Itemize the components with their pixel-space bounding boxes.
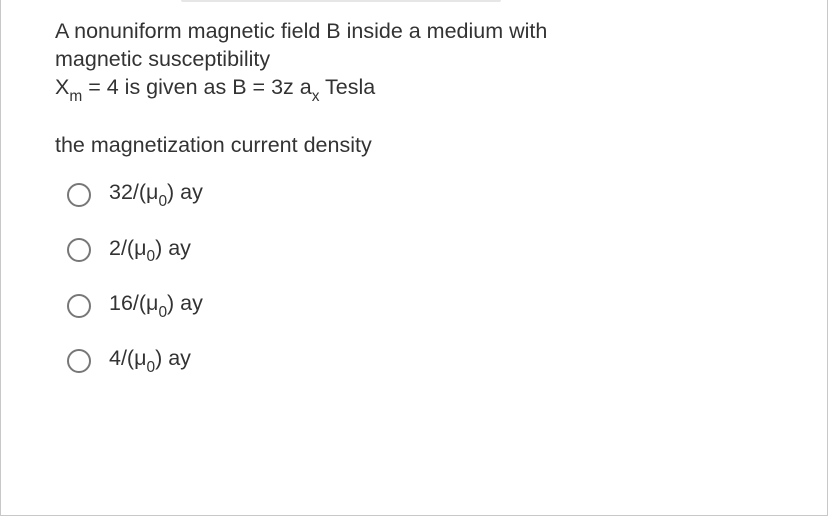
opt4-pre: 4/(μ [109,346,146,370]
opt2-post: ) ay [155,236,191,260]
question-prompt: the magnetization current density [55,133,827,158]
option-3[interactable]: 16/(μ0) ay [55,291,827,320]
q3-pre: X [55,75,69,99]
q3-mid: = 4 is given as B = 3z a [82,75,311,99]
opt4-post: ) ay [155,346,191,370]
radio-icon[interactable] [67,294,91,318]
question-text: A nonuniform magnetic field B inside a m… [55,18,695,105]
q3-post: Tesla [319,75,375,99]
opt1-post: ) ay [167,180,203,204]
q3-sub2: x [312,88,320,105]
option-1[interactable]: 32/(μ0) ay [55,180,827,209]
radio-icon[interactable] [67,349,91,373]
question-line-1: A nonuniform magnetic field B inside a m… [55,18,695,46]
option-1-label: 32/(μ0) ay [109,180,203,209]
q3-sub1: m [69,88,82,105]
opt1-pre: 32/(μ [109,180,158,204]
option-3-label: 16/(μ0) ay [109,291,203,320]
radio-icon[interactable] [67,183,91,207]
question-line-2: magnetic susceptibility [55,46,695,74]
question-line-3: Xm = 4 is given as B = 3z ax Tesla [55,74,695,105]
opt3-sub: 0 [158,304,167,321]
opt3-post: ) ay [167,291,203,315]
question-card: A nonuniform magnetic field B inside a m… [0,0,828,516]
opt1-sub: 0 [158,193,167,210]
opt4-sub: 0 [146,359,155,376]
radio-icon[interactable] [67,238,91,262]
option-2[interactable]: 2/(μ0) ay [55,236,827,265]
opt2-pre: 2/(μ [109,236,146,260]
option-4-label: 4/(μ0) ay [109,346,191,375]
opt2-sub: 0 [146,248,155,265]
option-2-label: 2/(μ0) ay [109,236,191,265]
opt3-pre: 16/(μ [109,291,158,315]
options-group: 32/(μ0) ay 2/(μ0) ay 16/(μ0) ay 4/(μ0) a… [55,180,827,375]
option-4[interactable]: 4/(μ0) ay [55,346,827,375]
